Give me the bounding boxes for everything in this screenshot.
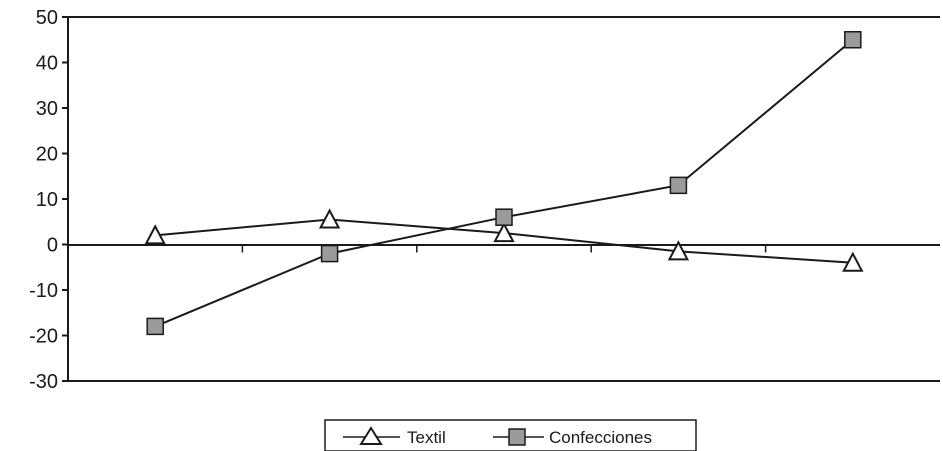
data-point-textil (667, 240, 690, 261)
y-tick-label: 10 (36, 189, 58, 211)
series-layer (144, 31, 864, 336)
data-point-confecciones (669, 176, 688, 195)
data-point-textil (842, 251, 864, 272)
y-tick-label: -20 (29, 326, 58, 348)
axes (67, 16, 940, 382)
data-point-confecciones (495, 208, 513, 226)
data-point-textil (318, 208, 341, 229)
data-point-confecciones (320, 244, 339, 263)
y-tick-label: 50 (36, 7, 58, 29)
data-point-textil (144, 224, 166, 245)
y-tick-label: 20 (36, 144, 58, 166)
y-tick-label: 0 (47, 235, 58, 257)
series-confecciones (146, 31, 862, 336)
series-textil (144, 208, 864, 272)
y-tick-label: 30 (36, 98, 58, 120)
y-tick-label: -10 (29, 280, 58, 302)
legend-label-confecciones: Confecciones (549, 428, 652, 447)
data-point-textil (493, 221, 515, 243)
data-point-confecciones (844, 31, 862, 49)
y-tick-label: 40 (36, 53, 58, 75)
legend: Textil Confecciones (324, 419, 697, 451)
x-ticks (241, 244, 767, 253)
data-point-confecciones (146, 317, 164, 336)
y-ticks: 50 40 30 20 10 0 -10 -20 -30 (29, 7, 68, 393)
legend-textil-marker (359, 426, 383, 445)
legend-label-textil: Textil (407, 428, 446, 447)
legend-confecciones-marker (508, 428, 526, 446)
y-tick-label: -30 (29, 371, 58, 393)
series-line-confecciones (154, 38, 854, 328)
